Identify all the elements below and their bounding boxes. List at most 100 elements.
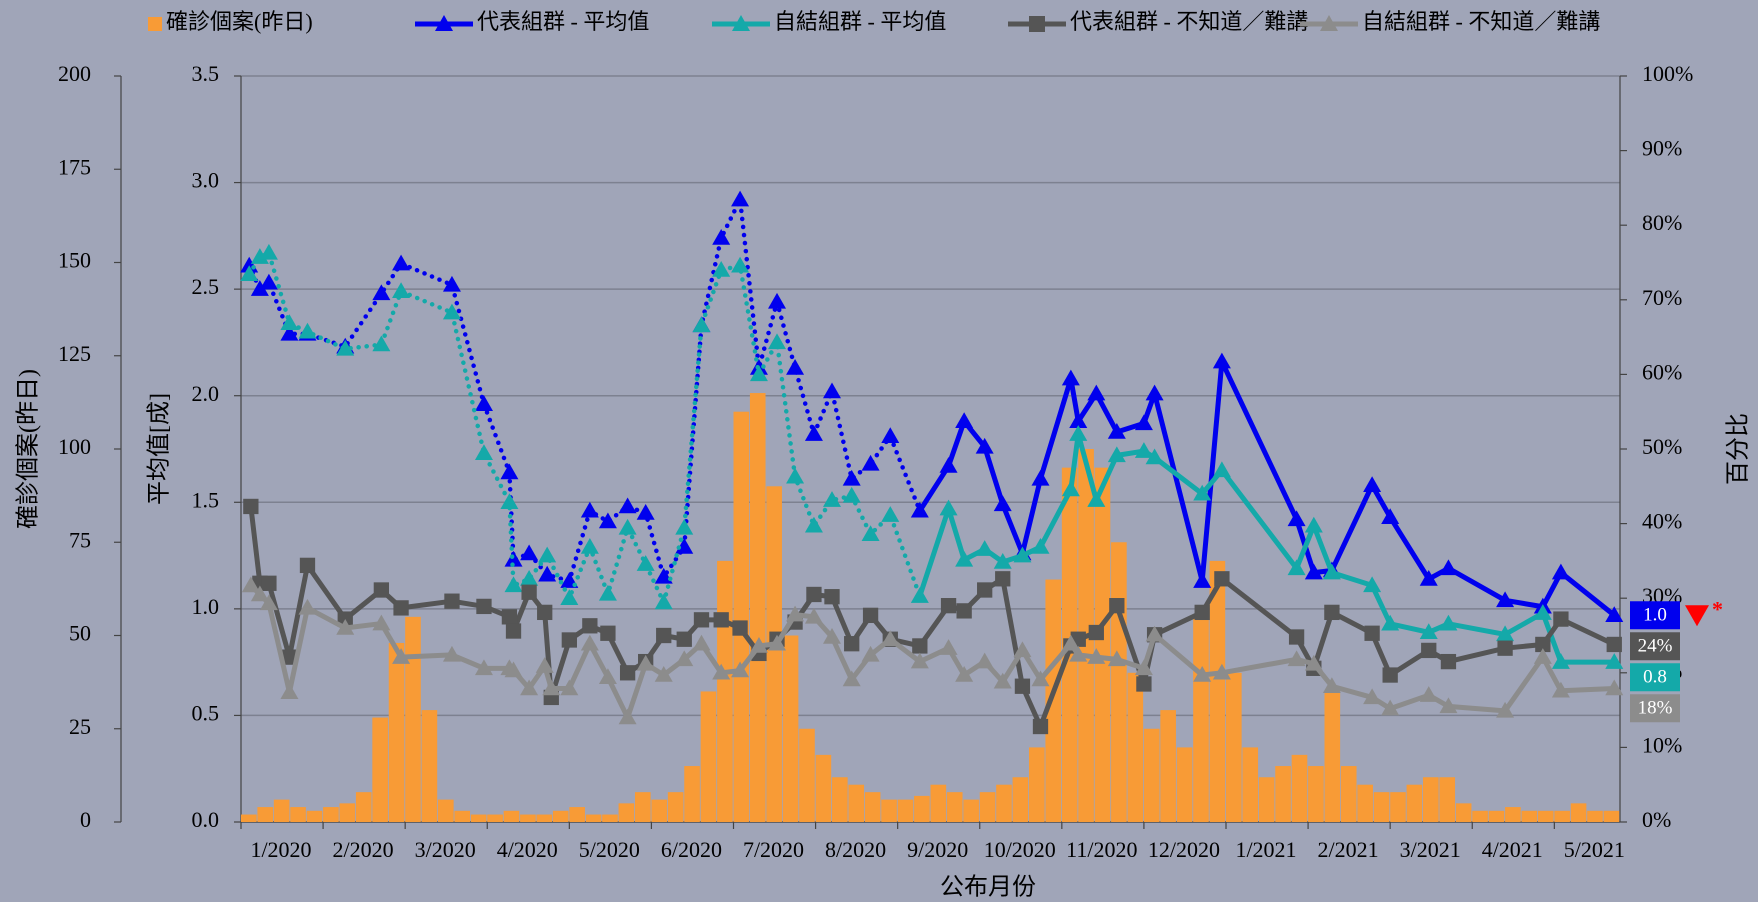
y-tick-label: 2.5 — [192, 274, 220, 299]
bar — [1226, 672, 1242, 822]
legend-swatch — [148, 17, 162, 31]
marker — [582, 618, 598, 634]
marker — [618, 497, 637, 514]
marker — [1287, 650, 1306, 667]
marker — [824, 589, 840, 605]
marker — [636, 503, 655, 520]
bar — [1176, 747, 1193, 822]
marker — [393, 600, 409, 616]
bar — [1603, 810, 1620, 822]
marker — [1551, 681, 1570, 698]
marker — [240, 265, 259, 281]
marker — [560, 589, 579, 605]
y-tick-label: 0.0 — [192, 807, 220, 832]
marker — [500, 463, 519, 480]
bar — [1587, 810, 1603, 822]
y-tick-label: 2.0 — [192, 381, 220, 406]
marker — [995, 571, 1011, 587]
marker — [861, 454, 880, 471]
marker — [1031, 670, 1050, 687]
marker — [636, 654, 655, 671]
marker — [1533, 604, 1552, 620]
marker — [1381, 508, 1400, 524]
bar — [815, 754, 832, 822]
marker — [910, 587, 929, 603]
marker — [977, 582, 993, 598]
marker — [940, 598, 957, 614]
bar — [1160, 710, 1176, 822]
bar — [306, 810, 323, 822]
marker — [504, 550, 523, 567]
marker — [842, 670, 861, 687]
marker — [1322, 677, 1341, 693]
marker — [520, 679, 539, 696]
legend-marker — [1320, 15, 1338, 31]
marker — [1496, 701, 1515, 718]
legend-item: 自結組群 - 平均值 — [712, 9, 946, 34]
bar — [1570, 803, 1587, 822]
marker — [1134, 442, 1153, 458]
bar — [405, 616, 421, 822]
legend-label: 代表組群 - 不知道／難講 — [1070, 9, 1308, 34]
marker — [1061, 369, 1080, 386]
marker — [1013, 546, 1032, 563]
marker — [955, 412, 974, 429]
marker — [1107, 446, 1126, 463]
y3-tick-label: 25 — [69, 714, 91, 739]
marker — [444, 593, 460, 609]
marker — [618, 518, 637, 535]
marker — [675, 538, 694, 554]
y2-tick-label: 0% — [1642, 807, 1671, 832]
end-note: * — [1712, 596, 1723, 621]
y-axis-title: 平均值[成] — [146, 393, 173, 505]
y-tick-label: 3.0 — [192, 168, 220, 193]
marker — [1439, 697, 1458, 714]
bar — [1094, 467, 1111, 822]
x-tick-label: 2/2021 — [1318, 837, 1379, 862]
y3-tick-label: 125 — [58, 341, 91, 366]
bar — [1012, 777, 1029, 822]
marker — [881, 506, 900, 522]
x-tick-label: 4/2020 — [497, 837, 558, 862]
marker — [939, 457, 958, 473]
marker — [580, 634, 599, 651]
bar — [454, 810, 471, 822]
bar — [602, 814, 618, 822]
bar — [1423, 777, 1439, 822]
marker — [1497, 640, 1513, 656]
bar — [323, 807, 339, 822]
x-tick-label: 10/2020 — [984, 837, 1056, 862]
marker — [910, 501, 929, 518]
x-tick-label: 3/2021 — [1400, 837, 1461, 862]
marker — [713, 612, 729, 628]
marker — [474, 659, 493, 676]
legend-item: 代表組群 - 平均值 — [415, 9, 649, 34]
marker — [712, 260, 731, 277]
marker — [1134, 659, 1153, 676]
y2-tick-label: 70% — [1642, 285, 1682, 310]
bar — [1275, 766, 1291, 822]
marker — [1069, 412, 1088, 429]
marker — [1031, 469, 1050, 486]
y-tick-label: 3.5 — [192, 61, 220, 86]
y2-tick-label: 50% — [1642, 434, 1682, 459]
marker — [731, 661, 750, 678]
y3-tick-label: 150 — [58, 248, 91, 273]
marker — [619, 665, 636, 681]
marker — [1214, 571, 1230, 587]
bar — [1324, 691, 1341, 822]
marker — [535, 657, 554, 673]
marker — [731, 190, 750, 207]
marker — [500, 493, 519, 510]
bar — [520, 814, 536, 822]
bar — [1209, 560, 1226, 822]
marker — [280, 314, 299, 330]
marker — [1031, 538, 1050, 554]
marker — [1440, 653, 1457, 670]
legend-marker — [732, 15, 750, 31]
y3-tick-label: 0 — [80, 807, 91, 832]
marker — [712, 663, 731, 680]
bar — [667, 792, 684, 822]
bar — [1029, 747, 1045, 822]
marker — [250, 585, 269, 602]
